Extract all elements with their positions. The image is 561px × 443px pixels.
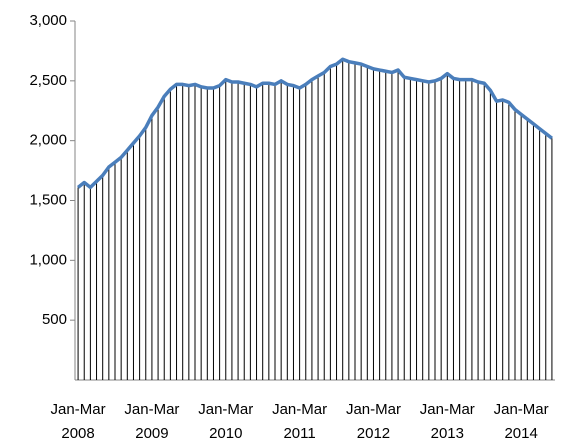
y-tick-label: 1,500 [29, 191, 67, 208]
x-tick-label: Jan-Mar 2008 [50, 401, 106, 442]
y-tick-label: 2,500 [29, 72, 67, 89]
y-tick-label: 500 [42, 311, 67, 328]
data-line [77, 57, 553, 190]
x-tick-label: Jan-Mar 2010 [198, 401, 254, 442]
y-tick-label: 2,000 [29, 132, 67, 149]
x-tick-label: Jan-Mar 2013 [419, 401, 475, 442]
y-tick-label: 1,000 [29, 251, 67, 268]
x-tick-label: Jan-Mar 2011 [272, 401, 328, 442]
y-tick-label: 3,000 [29, 12, 67, 29]
x-tick-label: Jan-Mar 2012 [345, 401, 401, 442]
x-tick-label: Jan-Mar 2009 [124, 401, 180, 442]
x-tick-label: Jan-Mar 2014 [493, 401, 549, 442]
